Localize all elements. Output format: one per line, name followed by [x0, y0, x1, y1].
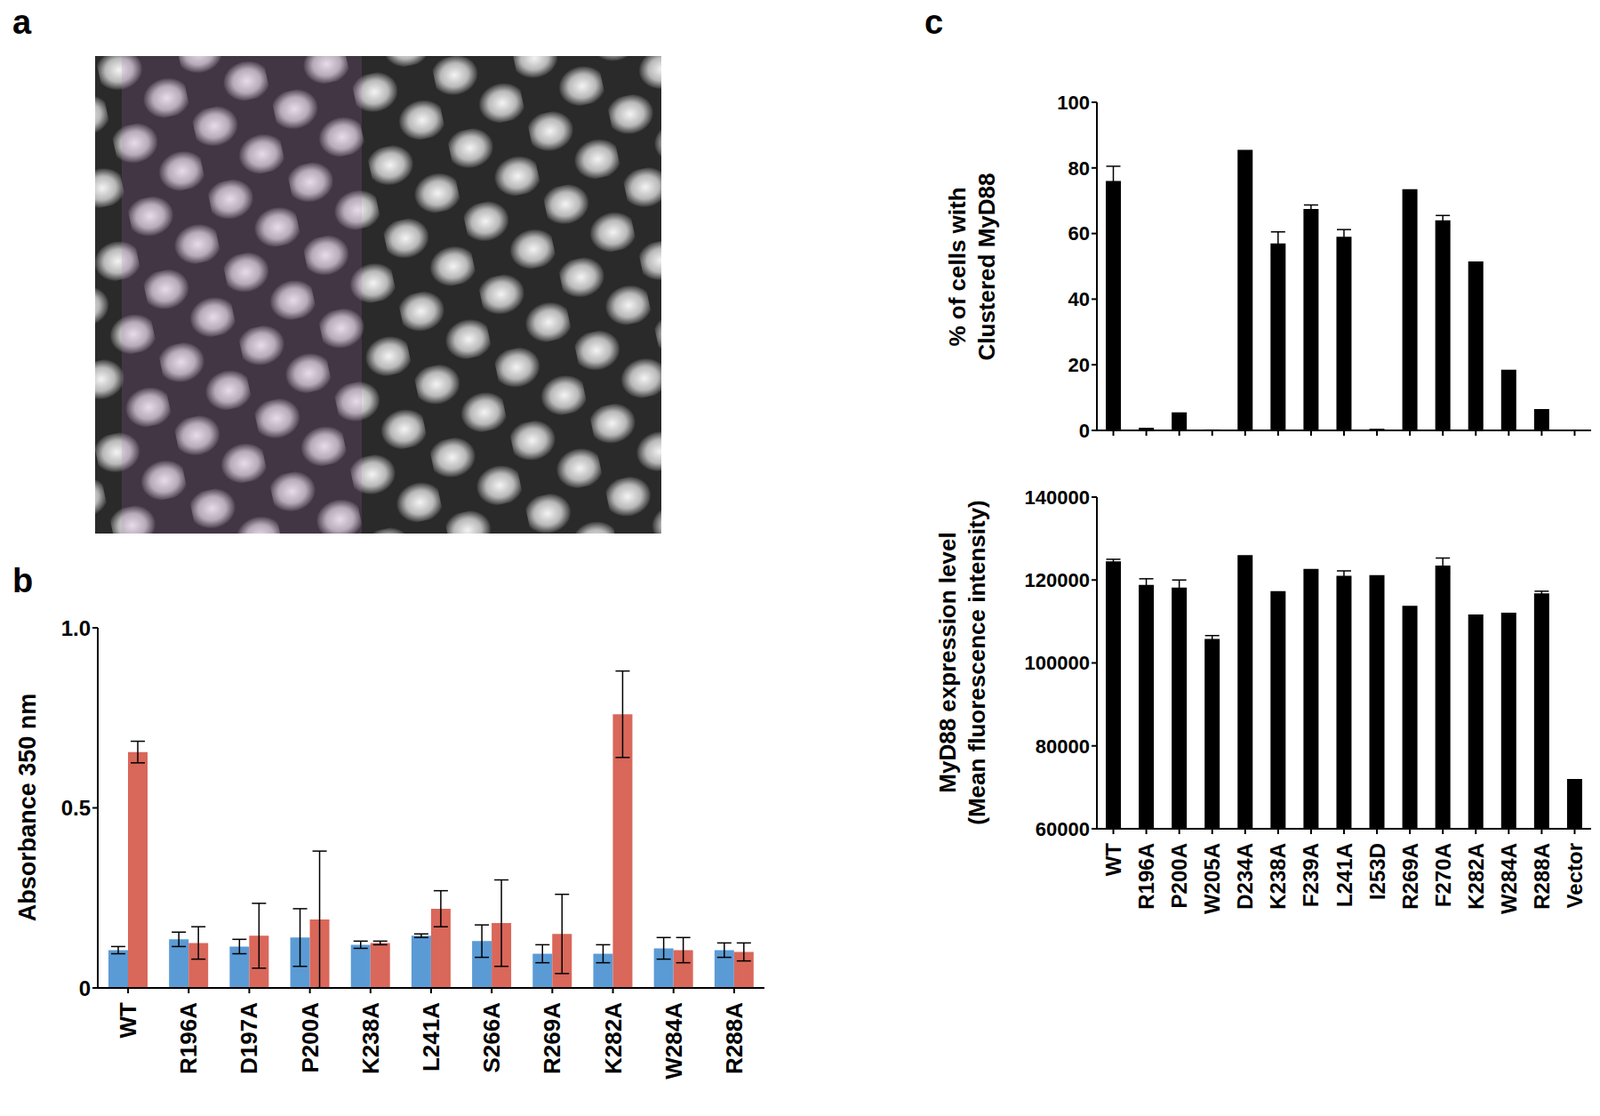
svg-text:K282A: K282A: [1464, 842, 1488, 910]
svg-text:K238A: K238A: [357, 1001, 384, 1074]
html-text:Clustered MyD88: Clustered MyD88: [972, 172, 1000, 361]
svg-text:S266A: S266A: [478, 1001, 505, 1073]
svg-text:R196A: R196A: [1134, 842, 1159, 910]
svg-text:80: 80: [1068, 157, 1090, 180]
svg-text:1.0: 1.0: [61, 616, 91, 640]
svg-text:120000: 120000: [1024, 568, 1090, 592]
html-text:% of cells with: % of cells with: [943, 187, 971, 347]
html-text:MyD88 expression level: MyD88 expression level: [933, 531, 961, 793]
svg-text:100: 100: [1056, 91, 1090, 114]
svg-text:WT: WT: [114, 1001, 142, 1039]
svg-text:0.5: 0.5: [61, 795, 91, 820]
svg-text:K282A: K282A: [600, 1001, 627, 1074]
svg-text:W205A: W205A: [1200, 842, 1224, 914]
html-text:a: a: [12, 3, 32, 41]
svg-text:R288A: R288A: [1529, 842, 1554, 910]
svg-text:0: 0: [1079, 419, 1090, 442]
svg-text:L241A: L241A: [417, 1001, 445, 1072]
svg-text:W284A: W284A: [1496, 842, 1521, 914]
svg-text:W284A: W284A: [660, 1001, 688, 1080]
svg-text:20: 20: [1068, 353, 1090, 376]
svg-text:Vector: Vector: [1562, 842, 1587, 908]
html-text:c: c: [924, 3, 944, 41]
svg-text:60: 60: [1068, 222, 1090, 245]
svg-text:D197A: D197A: [235, 1001, 263, 1074]
svg-text:R288A: R288A: [720, 1001, 748, 1074]
svg-text:D234A: D234A: [1232, 842, 1257, 910]
svg-text:F270A: F270A: [1431, 842, 1456, 907]
svg-text:L241A: L241A: [1332, 842, 1357, 907]
svg-text:R269A: R269A: [538, 1001, 566, 1074]
svg-text:WT: WT: [1101, 842, 1126, 877]
svg-text:R269A: R269A: [1398, 842, 1423, 910]
svg-text:P200A: P200A: [296, 1001, 324, 1073]
html-text:Absorbance 350 nm: Absorbance 350 nm: [14, 693, 41, 922]
svg-text:80000: 80000: [1035, 735, 1090, 758]
svg-text:P200A: P200A: [1167, 842, 1192, 908]
svg-text:K238A: K238A: [1265, 842, 1290, 910]
svg-text:I253D: I253D: [1365, 842, 1390, 900]
svg-text:0: 0: [79, 976, 91, 1000]
svg-text:F239A: F239A: [1298, 842, 1323, 907]
html-text:b: b: [12, 561, 34, 600]
svg-text:100000: 100000: [1024, 651, 1090, 674]
svg-text:40: 40: [1068, 288, 1090, 311]
svg-text:R196A: R196A: [175, 1001, 202, 1074]
svg-text:140000: 140000: [1024, 486, 1090, 509]
svg-text:60000: 60000: [1035, 817, 1090, 840]
html-text:(Mean fluorescence intensity): (Mean fluorescence intensity): [962, 499, 990, 825]
